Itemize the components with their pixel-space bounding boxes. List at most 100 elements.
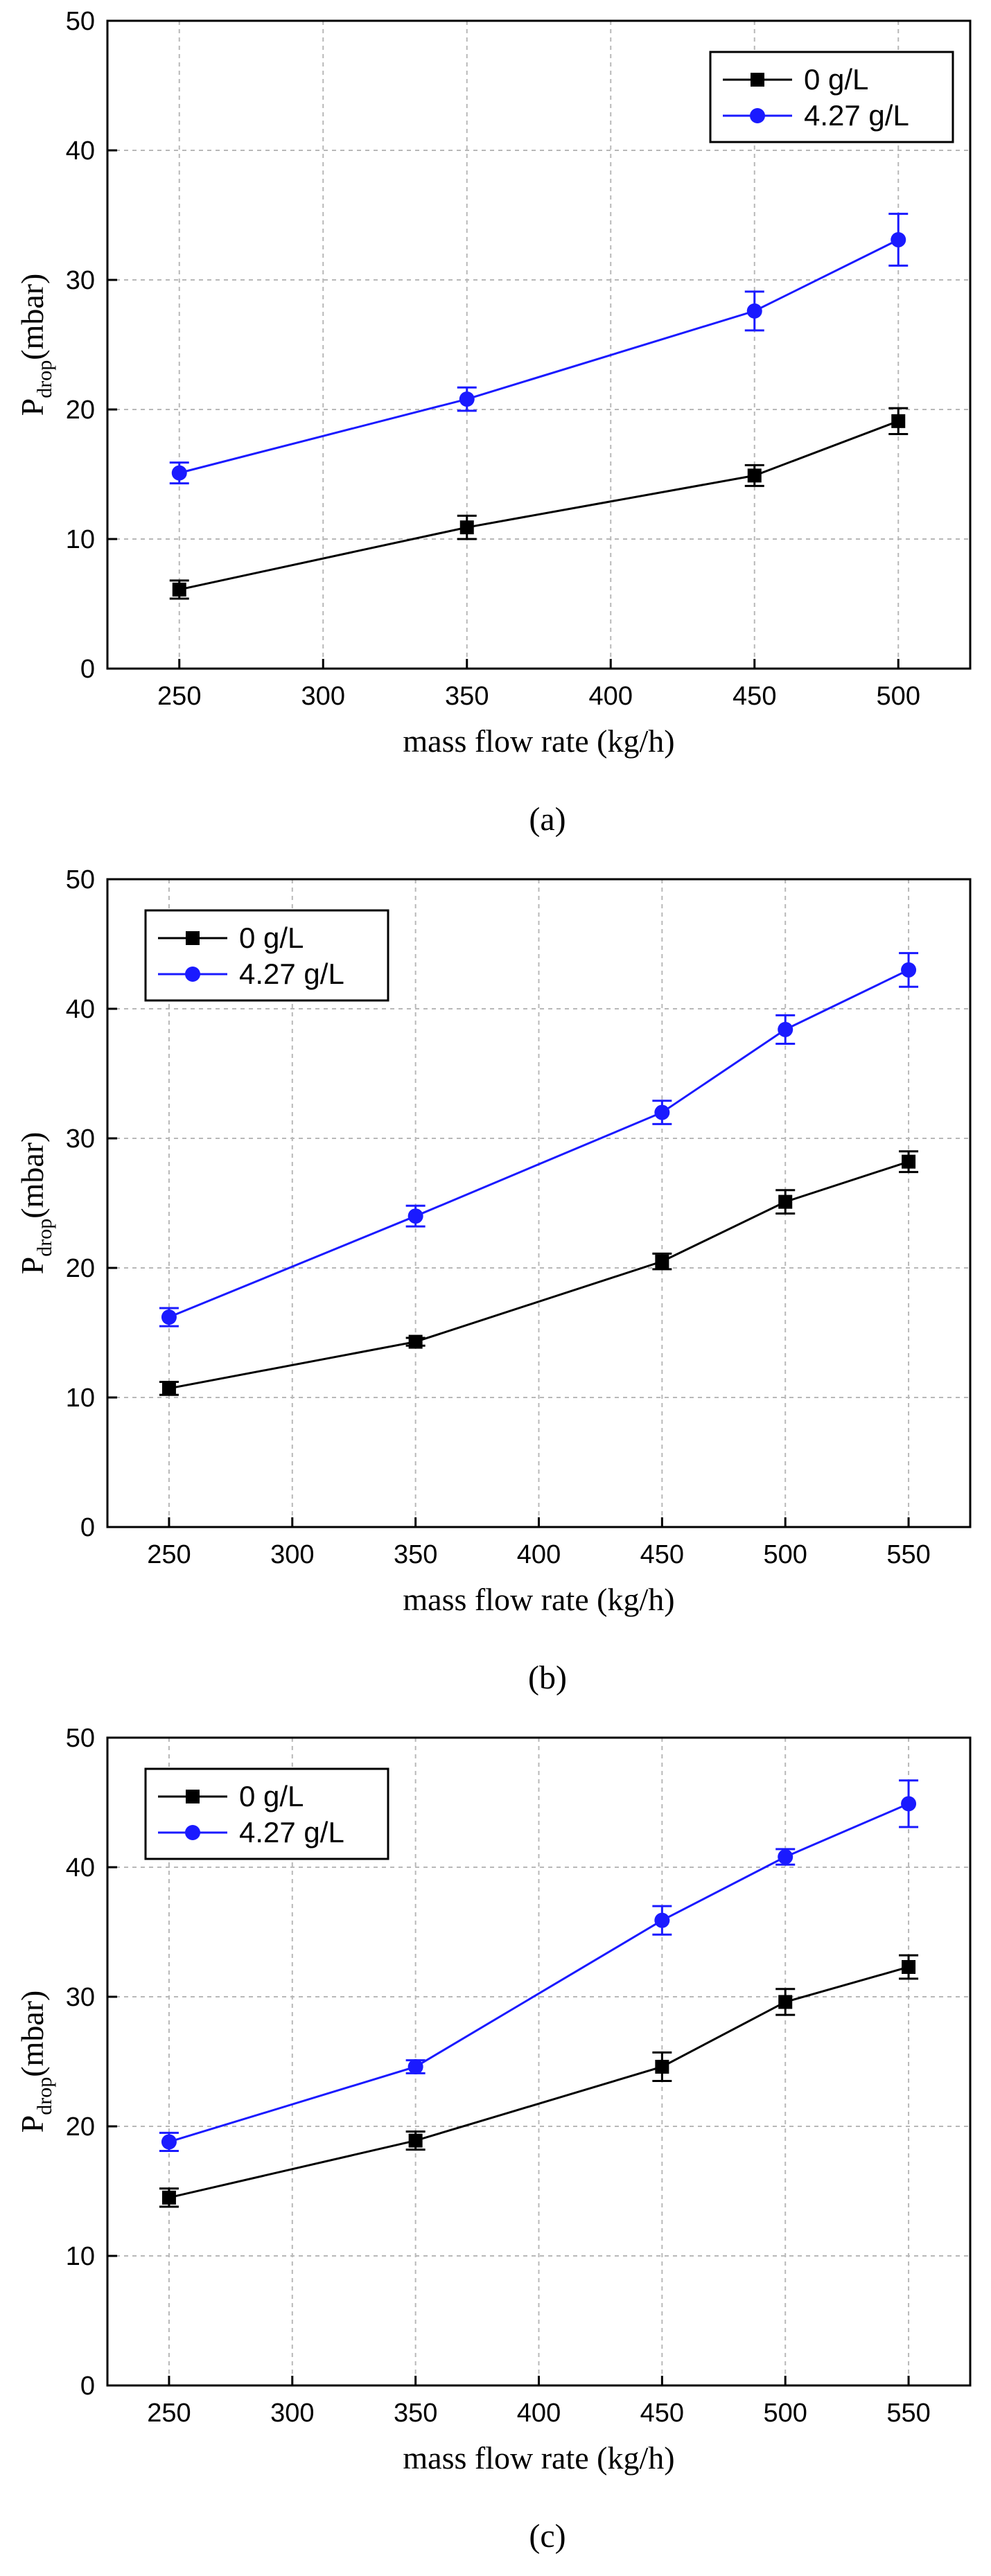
- data-point: [891, 232, 906, 248]
- data-point: [161, 1309, 177, 1325]
- y-tick-label: 40: [66, 136, 95, 166]
- chart-panel-b: 250 300 350 400 450 500 550 0 10 20 30 40 50 mass flo…: [0, 858, 991, 1717]
- y-tick-label: 0: [80, 1513, 95, 1542]
- y-tick-label: 10: [66, 2242, 95, 2271]
- y-tick-label: 50: [66, 865, 95, 894]
- x-tick-label: 450: [733, 682, 776, 711]
- x-tick-label: 450: [640, 1540, 684, 1569]
- data-point: [901, 962, 917, 978]
- y-axis-label-sub: drop: [33, 1219, 56, 1257]
- x-tick-label: 300: [270, 1540, 314, 1569]
- x-tick-label: 550: [886, 1540, 930, 1569]
- axis-ticks: 250 300 350 400 450 500 550 0 10 20 30 40 50: [66, 1724, 931, 2428]
- legend-label: 0 g/L: [239, 1780, 304, 1812]
- data-point: [407, 2058, 423, 2074]
- panel-label: (a): [529, 801, 565, 838]
- y-axis-label-unit: (mbar): [15, 274, 50, 360]
- legend-label: 0 g/L: [239, 921, 304, 954]
- chart-panel-a: 250 300 350 400 450 500 0 10 20 30 40 50 mass flow r…: [0, 0, 991, 858]
- legend-label: 4.27 g/L: [239, 1816, 344, 1849]
- x-tick-label: 400: [589, 682, 633, 711]
- y-tick-label: 30: [66, 266, 95, 295]
- y-tick-label: 20: [66, 396, 95, 425]
- y-tick-label: 0: [80, 655, 95, 684]
- data-point: [408, 2133, 423, 2148]
- legend-label: 4.27 g/L: [239, 958, 344, 990]
- chart-panel-c: 250 300 350 400 450 500 550 0 10 20 30 40 50 mass flo…: [0, 1717, 991, 2575]
- series-0: [159, 1150, 919, 1396]
- y-tick-label: 0: [80, 2372, 95, 2401]
- series-1: [159, 952, 919, 1327]
- y-axis-label-main: P: [15, 2115, 50, 2133]
- y-axis-label-main: P: [15, 1257, 50, 1275]
- data-point: [459, 520, 474, 535]
- data-point: [746, 303, 762, 319]
- x-tick-label: 450: [640, 2399, 684, 2428]
- x-tick-label: 500: [764, 1540, 807, 1569]
- y-axis-label-unit: (mbar): [15, 1132, 50, 1219]
- legend-marker: [751, 73, 764, 87]
- y-tick-label: 50: [66, 1724, 95, 1753]
- data-point: [459, 391, 475, 407]
- data-point: [161, 2190, 176, 2205]
- x-tick-label: 350: [394, 2399, 437, 2428]
- y-axis-label: Pdrop(mbar): [15, 274, 56, 416]
- plot-frame: [106, 19, 972, 670]
- x-tick-label: 300: [301, 682, 345, 711]
- x-axis-label: mass flow rate (kg/h): [403, 723, 674, 759]
- grid-lines: [107, 21, 970, 669]
- legend-marker: [185, 1825, 200, 1840]
- data-point: [778, 1849, 793, 1865]
- legend-box: [144, 1767, 389, 1860]
- series-1: [159, 1779, 919, 2153]
- legend-marker: [186, 1790, 200, 1803]
- y-axis-label-sub: drop: [33, 2077, 56, 2115]
- data-point: [161, 1381, 176, 1395]
- y-axis-label: Pdrop(mbar): [15, 1132, 56, 1275]
- panel-label: (b): [528, 1659, 567, 1696]
- x-tick-label: 300: [270, 2399, 314, 2428]
- data-point: [408, 1334, 423, 1349]
- data-point: [778, 1995, 793, 2009]
- legend: 0 g/L 4.27 g/L: [144, 909, 389, 1002]
- y-tick-label: 20: [66, 2112, 95, 2142]
- series-line: [179, 238, 899, 475]
- data-point: [172, 582, 186, 597]
- data-point: [747, 468, 762, 483]
- axis-ticks: 250 300 350 400 450 500 550 0 10 20 30 40 50: [66, 865, 931, 1569]
- series-0: [159, 1954, 919, 2208]
- legend-box: [144, 909, 389, 1002]
- data-point: [778, 1021, 793, 1037]
- legend-marker: [185, 967, 200, 982]
- data-point: [161, 2134, 177, 2150]
- x-tick-label: 500: [764, 2399, 807, 2428]
- data-point: [901, 1796, 917, 1812]
- series-0: [169, 407, 909, 600]
- data-point: [902, 1959, 916, 1974]
- x-tick-label: 250: [147, 2399, 191, 2428]
- y-tick-label: 20: [66, 1254, 95, 1283]
- x-tick-label: 550: [886, 2399, 930, 2428]
- x-tick-label: 350: [445, 682, 489, 711]
- y-tick-label: 30: [66, 1124, 95, 1154]
- y-axis-label-sub: drop: [33, 360, 56, 398]
- series-1: [169, 213, 909, 485]
- legend: 0 g/L 4.27 g/L: [144, 1767, 389, 1860]
- legend-marker: [750, 108, 765, 123]
- y-tick-label: 40: [66, 995, 95, 1024]
- legend-box: [709, 51, 954, 143]
- y-tick-label: 10: [66, 1384, 95, 1413]
- x-tick-label: 250: [147, 1540, 191, 1569]
- x-tick-label: 400: [517, 1540, 561, 1569]
- x-tick-label: 500: [877, 682, 920, 711]
- axis-ticks: 250 300 350 400 450 500 0 10 20 30 40 50: [66, 7, 920, 711]
- data-point: [407, 1208, 423, 1224]
- data-point: [654, 1912, 670, 1928]
- chart-c: 250 300 350 400 450 500 550 0 10 20 30 40 50 mass flo…: [15, 1724, 972, 2555]
- y-axis-label-main: P: [15, 398, 50, 416]
- data-point: [171, 465, 187, 481]
- chart-b: 250 300 350 400 450 500 550 0 10 20 30 40 50 mass flo…: [15, 865, 972, 1696]
- legend-label: 0 g/L: [804, 63, 868, 96]
- y-axis-label-unit: (mbar): [15, 1991, 50, 2077]
- panel-label: (c): [529, 2518, 565, 2555]
